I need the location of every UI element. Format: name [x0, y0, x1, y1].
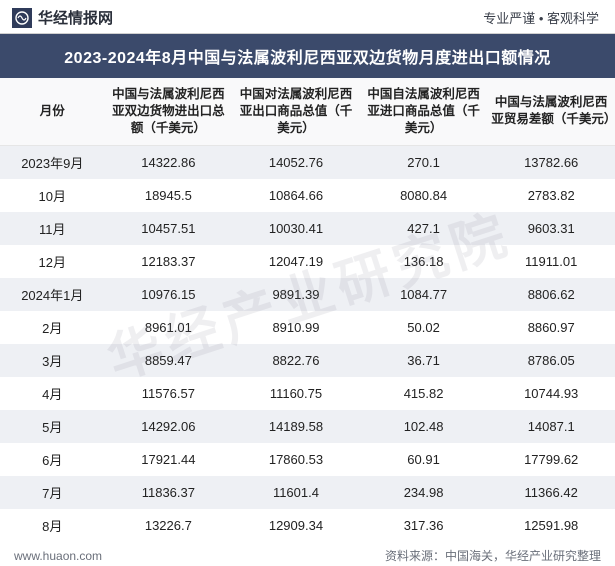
cell-value: 11601.4 [232, 476, 360, 509]
cell-month: 11月 [0, 212, 105, 245]
cell-value: 317.36 [360, 509, 488, 542]
col-header-balance: 中国与法属波利尼西亚贸易差额（千美元） [487, 78, 615, 145]
logo-icon [12, 8, 32, 28]
cell-value: 8961.01 [105, 311, 233, 344]
table-row: 7月11836.3711601.4234.9811366.42 [0, 476, 615, 509]
cell-month: 4月 [0, 377, 105, 410]
table-row: 11月10457.5110030.41427.19603.31 [0, 212, 615, 245]
tagline: 专业严谨 • 客观科学 [483, 8, 599, 27]
cell-value: 2783.82 [487, 179, 615, 212]
col-header-export: 中国对法属波利尼西亚出口商品总值（千美元） [232, 78, 360, 145]
cell-value: 13782.66 [487, 145, 615, 179]
table-header-row: 月份 中国与法属波利尼西亚双边货物进出口总额（千美元） 中国对法属波利尼西亚出口… [0, 78, 615, 145]
cell-value: 12047.19 [232, 245, 360, 278]
cell-value: 10030.41 [232, 212, 360, 245]
cell-value: 11911.01 [487, 245, 615, 278]
cell-value: 11160.75 [232, 377, 360, 410]
data-table: 月份 中国与法属波利尼西亚双边货物进出口总额（千美元） 中国对法属波利尼西亚出口… [0, 78, 615, 542]
cell-value: 14322.86 [105, 145, 233, 179]
page-title: 2023-2024年8月中国与法属波利尼西亚双边货物月度进出口额情况 [0, 34, 615, 78]
cell-value: 12909.34 [232, 509, 360, 542]
cell-value: 10864.66 [232, 179, 360, 212]
cell-value: 9891.39 [232, 278, 360, 311]
cell-value: 14292.06 [105, 410, 233, 443]
cell-value: 14052.76 [232, 145, 360, 179]
table-row: 5月14292.0614189.58102.4814087.1 [0, 410, 615, 443]
cell-value: 18945.5 [105, 179, 233, 212]
cell-value: 9603.31 [487, 212, 615, 245]
header: 华经情报网 专业严谨 • 客观科学 [0, 0, 615, 34]
table-row: 8月13226.712909.34317.3612591.98 [0, 509, 615, 542]
table-row: 10月18945.510864.668080.842783.82 [0, 179, 615, 212]
cell-value: 427.1 [360, 212, 488, 245]
cell-value: 1084.77 [360, 278, 488, 311]
cell-value: 8080.84 [360, 179, 488, 212]
cell-value: 234.98 [360, 476, 488, 509]
table-body: 2023年9月14322.8614052.76270.113782.6610月1… [0, 145, 615, 542]
footer: www.huaon.com 资料来源：中国海关，华经产业研究整理 [0, 542, 615, 566]
cell-value: 50.02 [360, 311, 488, 344]
cell-value: 10976.15 [105, 278, 233, 311]
cell-value: 8822.76 [232, 344, 360, 377]
table-row: 2月8961.018910.9950.028860.97 [0, 311, 615, 344]
col-header-month: 月份 [0, 78, 105, 145]
cell-month: 2月 [0, 311, 105, 344]
cell-value: 17860.53 [232, 443, 360, 476]
cell-month: 3月 [0, 344, 105, 377]
cell-value: 8860.97 [487, 311, 615, 344]
cell-value: 11576.57 [105, 377, 233, 410]
cell-value: 8786.05 [487, 344, 615, 377]
cell-month: 12月 [0, 245, 105, 278]
cell-value: 36.71 [360, 344, 488, 377]
col-header-total: 中国与法属波利尼西亚双边货物进出口总额（千美元） [105, 78, 233, 145]
cell-value: 13226.7 [105, 509, 233, 542]
cell-month: 2024年1月 [0, 278, 105, 311]
cell-value: 14087.1 [487, 410, 615, 443]
cell-month: 7月 [0, 476, 105, 509]
cell-value: 10457.51 [105, 212, 233, 245]
cell-value: 270.1 [360, 145, 488, 179]
cell-month: 2023年9月 [0, 145, 105, 179]
table-row: 2023年9月14322.8614052.76270.113782.66 [0, 145, 615, 179]
cell-value: 136.18 [360, 245, 488, 278]
table-row: 4月11576.5711160.75415.8210744.93 [0, 377, 615, 410]
table-row: 6月17921.4417860.5360.9117799.62 [0, 443, 615, 476]
cell-value: 415.82 [360, 377, 488, 410]
table-row: 12月12183.3712047.19136.1811911.01 [0, 245, 615, 278]
cell-value: 11366.42 [487, 476, 615, 509]
cell-value: 102.48 [360, 410, 488, 443]
cell-value: 12183.37 [105, 245, 233, 278]
data-table-wrap: 月份 中国与法属波利尼西亚双边货物进出口总额（千美元） 中国对法属波利尼西亚出口… [0, 78, 615, 542]
logo-wrap: 华经情报网 [12, 7, 113, 28]
cell-value: 8806.62 [487, 278, 615, 311]
cell-value: 14189.58 [232, 410, 360, 443]
cell-value: 17799.62 [487, 443, 615, 476]
cell-value: 8910.99 [232, 311, 360, 344]
footer-site: www.huaon.com [14, 549, 102, 563]
table-row: 2024年1月10976.159891.391084.778806.62 [0, 278, 615, 311]
cell-value: 12591.98 [487, 509, 615, 542]
cell-value: 60.91 [360, 443, 488, 476]
col-header-import: 中国自法属波利尼西亚进口商品总值（千美元） [360, 78, 488, 145]
cell-value: 10744.93 [487, 377, 615, 410]
cell-value: 11836.37 [105, 476, 233, 509]
cell-month: 6月 [0, 443, 105, 476]
cell-month: 8月 [0, 509, 105, 542]
footer-source: 资料来源：中国海关，华经产业研究整理 [385, 547, 601, 564]
table-row: 3月8859.478822.7636.718786.05 [0, 344, 615, 377]
cell-value: 8859.47 [105, 344, 233, 377]
cell-month: 10月 [0, 179, 105, 212]
brand-name: 华经情报网 [38, 7, 113, 28]
cell-value: 17921.44 [105, 443, 233, 476]
cell-month: 5月 [0, 410, 105, 443]
